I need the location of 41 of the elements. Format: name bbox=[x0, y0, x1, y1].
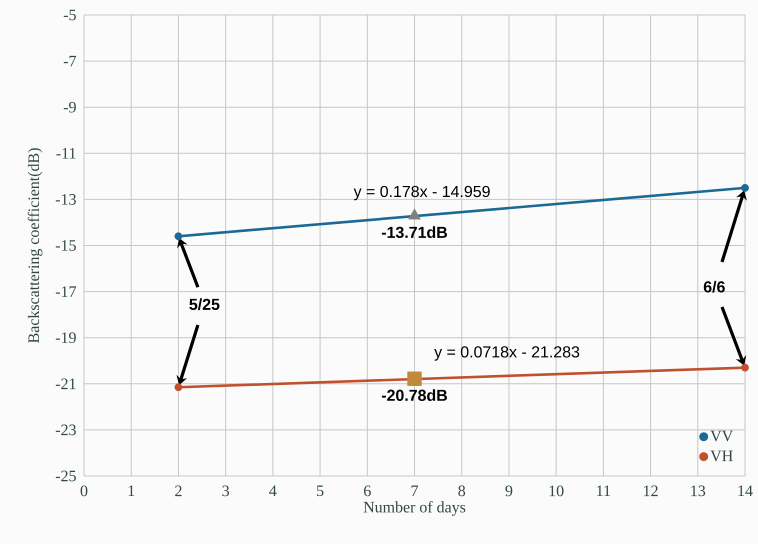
annotation: y = 0.0718x - 21.283 bbox=[434, 346, 580, 361]
x-tick-label: 8 bbox=[458, 486, 466, 496]
x-tick-label: 6 bbox=[364, 486, 371, 496]
data-label: -13.71dB bbox=[382, 226, 447, 238]
legend-label: VV bbox=[710, 430, 734, 442]
data-label: -20.78dB bbox=[382, 389, 447, 401]
x-tick-label: 11 bbox=[597, 486, 610, 496]
x-tick-label: 7 bbox=[412, 486, 418, 496]
x-tick-label: 3 bbox=[222, 486, 230, 496]
y-tick-label: -11 bbox=[56, 148, 76, 159]
y-tick-label: -21 bbox=[56, 378, 76, 390]
y-tick-label: -9 bbox=[64, 102, 76, 113]
annotation: 5/25 bbox=[189, 298, 220, 310]
x-tick-label: 12 bbox=[644, 486, 658, 496]
y-tick-label: -17 bbox=[56, 286, 76, 297]
point bbox=[741, 364, 749, 372]
x-tick-label: 14 bbox=[738, 486, 753, 496]
legend-label: VH bbox=[710, 450, 733, 462]
y-tick-label: -25 bbox=[56, 470, 76, 482]
y-tick-label: -15 bbox=[56, 240, 76, 251]
y-tick-label: -7 bbox=[64, 56, 76, 66]
annotation: y = 0.178x - 14.959 bbox=[354, 186, 490, 200]
x-tick-label: 4 bbox=[269, 486, 277, 496]
x-tick-label: 13 bbox=[691, 486, 706, 496]
point bbox=[741, 184, 749, 192]
y-tick-label: -5 bbox=[64, 10, 76, 20]
x-tick-label: 9 bbox=[505, 486, 512, 496]
x-tick-label: 5 bbox=[317, 486, 324, 496]
x-tick-label: 2 bbox=[175, 486, 182, 496]
y-tick-label: -23 bbox=[56, 424, 76, 436]
y-tick-label: -13 bbox=[56, 194, 76, 205]
x-tick-label: 10 bbox=[550, 486, 564, 496]
point bbox=[174, 383, 182, 392]
y-axis-title: Backscattering coefficient(dB) bbox=[28, 148, 42, 343]
y-tick-label: -19 bbox=[56, 332, 76, 344]
x-axis-title: Number of days bbox=[364, 501, 466, 516]
point bbox=[407, 372, 422, 386]
x-tick-label: 0 bbox=[80, 486, 88, 496]
point bbox=[174, 232, 182, 240]
annotation: 6/6 bbox=[704, 280, 725, 293]
x-tick-label: 1 bbox=[128, 486, 134, 496]
